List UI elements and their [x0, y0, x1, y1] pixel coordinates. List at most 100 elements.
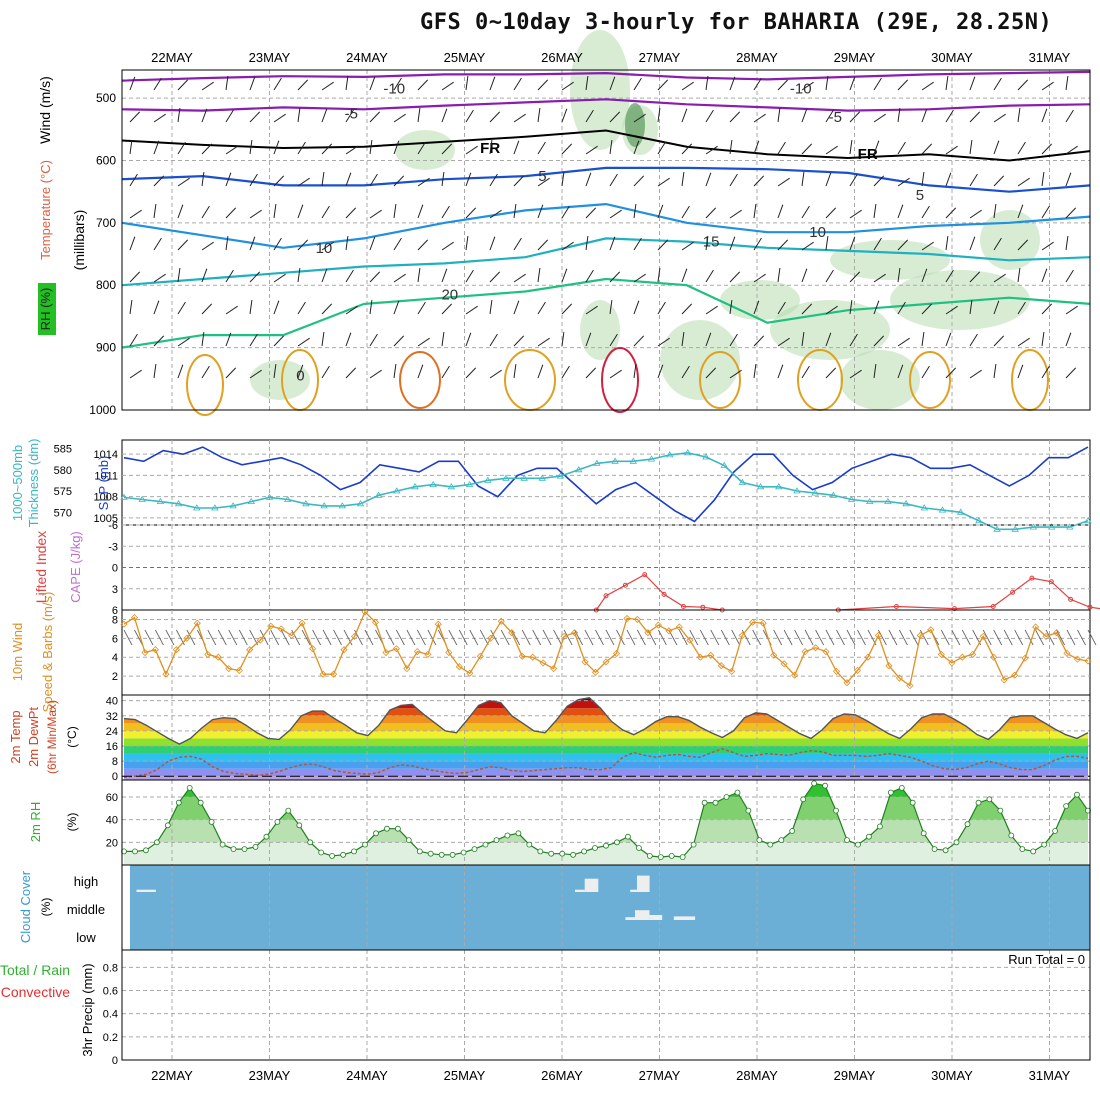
wind-barb — [897, 177, 910, 187]
wind-barb — [321, 205, 330, 219]
wind-barb — [393, 300, 400, 315]
surface-barb — [333, 629, 342, 646]
wind-barb — [609, 271, 621, 283]
x-bottom-label: 26MAY — [541, 1068, 583, 1083]
rh-point — [318, 849, 325, 856]
surface-barb — [521, 629, 531, 646]
wind-point — [319, 670, 327, 678]
wind-barb — [129, 140, 133, 155]
wind-barb — [609, 209, 622, 219]
rh-point — [822, 782, 828, 789]
wind-barb — [225, 207, 237, 219]
wind-point — [277, 625, 285, 633]
thickness-tick: 570 — [54, 507, 72, 519]
wind-barb — [297, 108, 301, 123]
wind-barb — [729, 236, 736, 251]
wind-point — [214, 653, 222, 661]
wind-barb — [1017, 204, 1024, 219]
wind-barb — [513, 364, 517, 379]
wind-barb — [177, 141, 186, 155]
thickness-marker — [684, 449, 692, 456]
thickness-axis-label-1: 1000~500mb — [10, 445, 25, 521]
wind-barb — [729, 369, 742, 379]
surface-barb — [479, 629, 489, 646]
wind-barb — [825, 76, 829, 91]
wind-barb — [849, 369, 862, 379]
wind-point — [518, 652, 526, 660]
surface-barb — [804, 629, 814, 646]
wind-barb — [225, 332, 232, 347]
wind-barb — [585, 269, 594, 283]
surface-barb — [186, 629, 196, 646]
wind-barb — [705, 207, 717, 219]
wind-point — [791, 671, 799, 679]
wind-barb — [633, 204, 637, 219]
wind-barb — [849, 140, 853, 155]
slp-tick: 1008 — [94, 492, 118, 504]
surface-barb — [1014, 629, 1024, 646]
wind-point — [801, 648, 809, 656]
wind-point — [455, 663, 463, 671]
wind-barb — [873, 335, 885, 347]
lifted-point — [1048, 579, 1054, 585]
wind-point — [151, 646, 159, 654]
wind-barb — [777, 79, 789, 91]
lifted-index-line — [838, 577, 1100, 611]
wind-barb — [297, 141, 306, 155]
isotherm-m5 — [121, 98, 1091, 112]
y-tick-label: 1000 — [89, 403, 116, 417]
surface-barb — [312, 629, 321, 646]
wind-barb — [945, 305, 958, 315]
thickness-marker — [393, 487, 401, 494]
rh-point — [844, 837, 850, 843]
wind-barb — [297, 268, 301, 283]
wind-barb — [609, 173, 618, 187]
wind-barb — [513, 237, 522, 251]
wind-barb — [801, 108, 808, 123]
wind-point — [413, 648, 421, 656]
wind-barb — [633, 140, 640, 155]
wind-barb — [297, 79, 309, 91]
wind-barb — [225, 236, 229, 251]
rh-point — [132, 848, 138, 855]
thickness-marker — [775, 483, 783, 490]
wind-barb — [729, 111, 741, 123]
warm-contour — [186, 354, 224, 416]
surface-barb — [144, 629, 154, 646]
wind-barb — [921, 172, 925, 187]
wind-barb — [153, 77, 162, 91]
x-top-label: 24MAY — [346, 50, 388, 65]
thickness-marker — [574, 466, 583, 473]
y-tick-label: 800 — [96, 278, 116, 292]
thickness-axis-label-2: Thickness (dm) — [26, 439, 41, 528]
wind-barb — [489, 209, 502, 219]
wind-barb — [489, 271, 501, 283]
surface-barb — [888, 629, 898, 646]
temp-band — [124, 723, 1088, 731]
wind-barb — [249, 76, 256, 91]
thickness-tick: 575 — [54, 486, 72, 498]
rh-point — [362, 841, 368, 848]
warm-contour — [399, 351, 441, 409]
wind-point — [508, 629, 516, 637]
thickness-marker — [865, 497, 874, 504]
wind-barb — [1065, 172, 1072, 187]
wind-barb — [417, 301, 426, 315]
wind-barb — [153, 364, 157, 379]
x-bottom-label: 24MAY — [346, 1068, 388, 1083]
thickness-marker — [702, 453, 710, 460]
wind-barb — [273, 175, 285, 187]
rh-tick: 60 — [106, 792, 118, 804]
wind-barb — [681, 241, 694, 251]
lifted-tick: -6 — [108, 520, 118, 532]
wind-barb — [705, 269, 714, 283]
wind-barb — [753, 77, 762, 91]
wind-point — [644, 629, 652, 637]
wind-point — [382, 648, 390, 657]
surface-barb — [846, 629, 856, 646]
wind-barb — [177, 337, 190, 347]
wind-barb — [705, 109, 714, 123]
thickness-marker — [465, 480, 474, 487]
wind-point — [927, 626, 935, 634]
wind-point — [434, 620, 442, 628]
